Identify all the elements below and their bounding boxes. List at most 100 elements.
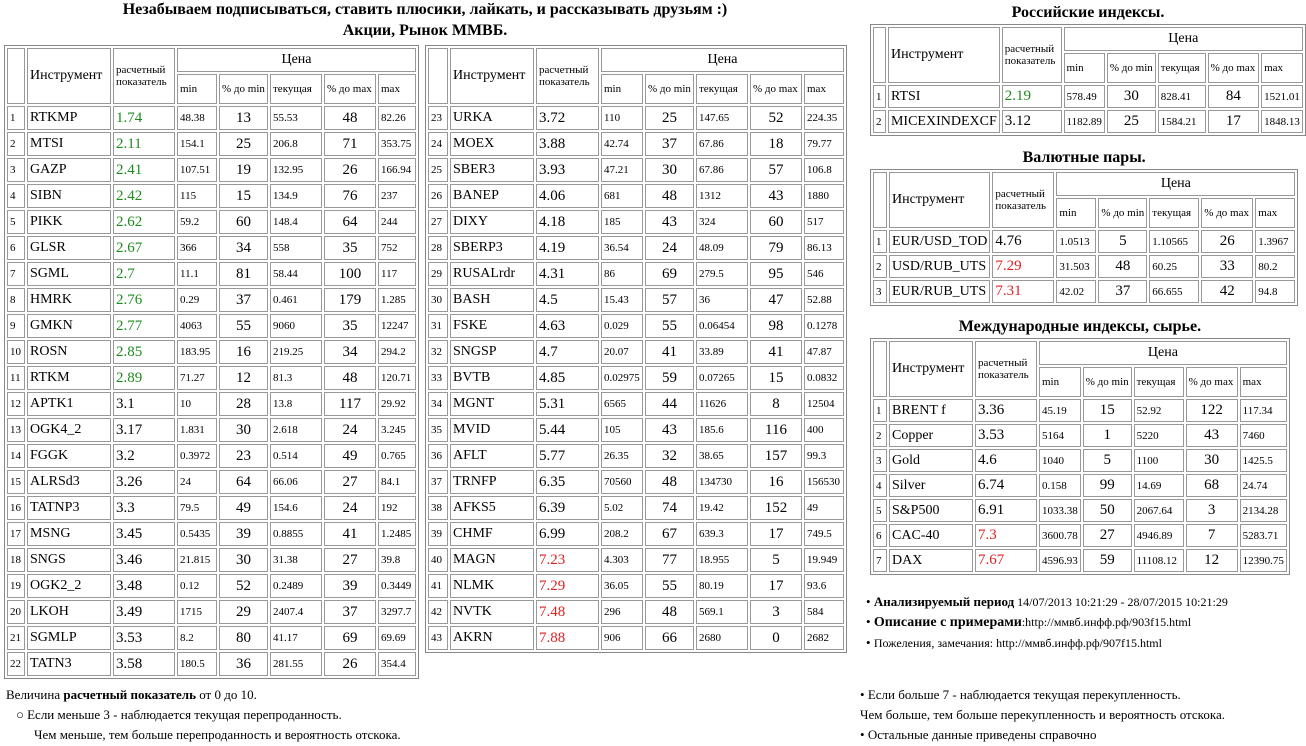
cell: 3.53 bbox=[975, 424, 1037, 447]
cell: 105 bbox=[601, 418, 643, 442]
cell: 107.51 bbox=[177, 158, 217, 182]
cell: 6565 bbox=[601, 392, 643, 416]
cell: 3.72 bbox=[536, 106, 599, 130]
cell: 66 bbox=[645, 626, 694, 650]
header-cell: Инструмент bbox=[889, 172, 991, 228]
cell: 26 bbox=[324, 652, 376, 676]
cell: 93.6 bbox=[804, 574, 844, 598]
table-row: 2 USD/RUB_UTS 7.29 31.503 48 60.25 33 80.2 bbox=[873, 255, 1296, 278]
cell: 79 bbox=[750, 236, 802, 260]
cell: 2.7 bbox=[113, 262, 175, 286]
table-block: Международные индексы, сырье. Инструмент р… bbox=[870, 316, 1290, 575]
header-cell: % до max bbox=[1185, 367, 1238, 397]
cell: 5.02 bbox=[601, 496, 643, 520]
cell: 6 bbox=[873, 524, 887, 547]
cell: 41 bbox=[428, 574, 448, 598]
cell: MAGN bbox=[450, 548, 534, 572]
cell: 71.27 bbox=[177, 366, 217, 390]
cell: 132.95 bbox=[270, 158, 322, 182]
table-row: 22 TATN3 3.58 180.5 36 281.55 26 354.4 bbox=[7, 652, 416, 676]
table-row: 9 GMKN 2.77 4063 55 9060 35 12247 bbox=[7, 314, 416, 338]
cell: 18 bbox=[7, 548, 25, 572]
table-row: 17 MSNG 3.45 0.5435 39 0.8855 41 1.2485 bbox=[7, 522, 416, 546]
cell: TATNP3 bbox=[27, 496, 111, 520]
cell: 74 bbox=[645, 496, 694, 520]
cell: 41.17 bbox=[270, 626, 322, 650]
cell: 9 bbox=[7, 314, 25, 338]
cell: 81.3 bbox=[270, 366, 322, 390]
cell: 1715 bbox=[177, 600, 217, 624]
table-row: 10 ROSN 2.85 183.95 16 219.25 34 294.2 bbox=[7, 340, 416, 364]
cell: 35 bbox=[324, 314, 376, 338]
header-row: min% до min текущая% до max max bbox=[428, 74, 844, 104]
cell: 71 bbox=[324, 132, 376, 156]
cell: 67.86 bbox=[696, 132, 748, 156]
header-cell bbox=[7, 48, 25, 104]
header-row: min% до min текущая% до max max bbox=[7, 74, 416, 104]
cell: 19.949 bbox=[804, 548, 844, 572]
cell: 1.0513 bbox=[1056, 230, 1097, 253]
cell: 84 bbox=[1207, 85, 1260, 108]
footer-line: Величина расчетный показатель от 0 до 10… bbox=[6, 685, 826, 705]
cell: 42.02 bbox=[1056, 280, 1097, 303]
cell: 27 bbox=[324, 548, 376, 572]
table-block: Инструмент расчетный показатель Цена min% д… bbox=[4, 45, 419, 679]
cell: 10 bbox=[177, 392, 217, 416]
cell: 34 bbox=[324, 340, 376, 364]
table-row: 38 AFKS5 6.39 5.02 74 19.42 152 49 bbox=[428, 496, 844, 520]
cell: BRENT f bbox=[889, 399, 973, 422]
cell: 6.74 bbox=[975, 474, 1037, 497]
cell: RUSALrdr bbox=[450, 262, 534, 286]
cell: 154.6 bbox=[270, 496, 322, 520]
cell: 0.1278 bbox=[804, 314, 844, 338]
table-row: 7 DAX 7.67 4596.93 59 11108.12 12 12390.75 bbox=[873, 549, 1287, 572]
cell: 66.06 bbox=[270, 470, 322, 494]
cell: RTSI bbox=[887, 85, 1000, 108]
table-row: 2 MICEXINDEXCF 3.12 1182.89 25 1584.21 17 1848.… bbox=[873, 110, 1303, 133]
cell: 244 bbox=[378, 210, 416, 234]
cell: NLMK bbox=[450, 574, 534, 598]
cell: 3.48 bbox=[113, 574, 175, 598]
cell: 3.1 bbox=[113, 392, 175, 416]
cell: MTSI bbox=[27, 132, 111, 156]
cell: 0.158 bbox=[1039, 474, 1081, 497]
cell: 3.93 bbox=[536, 158, 599, 182]
cell: 52 bbox=[750, 106, 802, 130]
table-row: 27 DIXY 4.18 185 43 324 60 517 bbox=[428, 210, 844, 234]
table-row: 15 ALRSd3 3.26 24 64 66.06 27 84.1 bbox=[7, 470, 416, 494]
cell: 7 bbox=[1185, 524, 1238, 547]
cell: 1 bbox=[1082, 424, 1132, 447]
cell: 828.41 bbox=[1157, 85, 1206, 108]
text: от 0 до 10. bbox=[195, 687, 257, 702]
cell: 77 bbox=[645, 548, 694, 572]
cell: 39 bbox=[324, 574, 376, 598]
table-row: 32 SNGSP 4.7 20.07 41 33.89 41 47.87 bbox=[428, 340, 844, 364]
cell: 30 bbox=[428, 288, 448, 312]
cell: 4.76 bbox=[992, 230, 1055, 253]
cell: 81 bbox=[219, 262, 268, 286]
cell: 20 bbox=[7, 600, 25, 624]
cell: 2407.4 bbox=[270, 600, 322, 624]
cell: 134730 bbox=[696, 470, 748, 494]
cell: 42.74 bbox=[601, 132, 643, 156]
cell: 80.19 bbox=[696, 574, 748, 598]
cell: 14 bbox=[7, 444, 25, 468]
cell: 48 bbox=[645, 600, 694, 624]
header-cell: текущая bbox=[1149, 198, 1200, 228]
cell: OGK4_2 bbox=[27, 418, 111, 442]
footer-left: Величина расчетный показатель от 0 до 10… bbox=[6, 685, 826, 745]
cell: 2.76 bbox=[113, 288, 175, 312]
cell: 48 bbox=[324, 366, 376, 390]
cell: 48 bbox=[1098, 255, 1148, 278]
cell: 3.2 bbox=[113, 444, 175, 468]
cell: 4946.89 bbox=[1133, 524, 1184, 547]
cell: MSNG bbox=[27, 522, 111, 546]
cell: 15 bbox=[7, 470, 25, 494]
cell: 33 bbox=[428, 366, 448, 390]
cell: 26.35 bbox=[601, 444, 643, 468]
cell: 0.0832 bbox=[804, 366, 844, 390]
header-cell bbox=[428, 48, 448, 104]
cell: 4.85 bbox=[536, 366, 599, 390]
text: расчетный показатель bbox=[63, 687, 196, 702]
cell: 2.42 bbox=[113, 184, 175, 208]
